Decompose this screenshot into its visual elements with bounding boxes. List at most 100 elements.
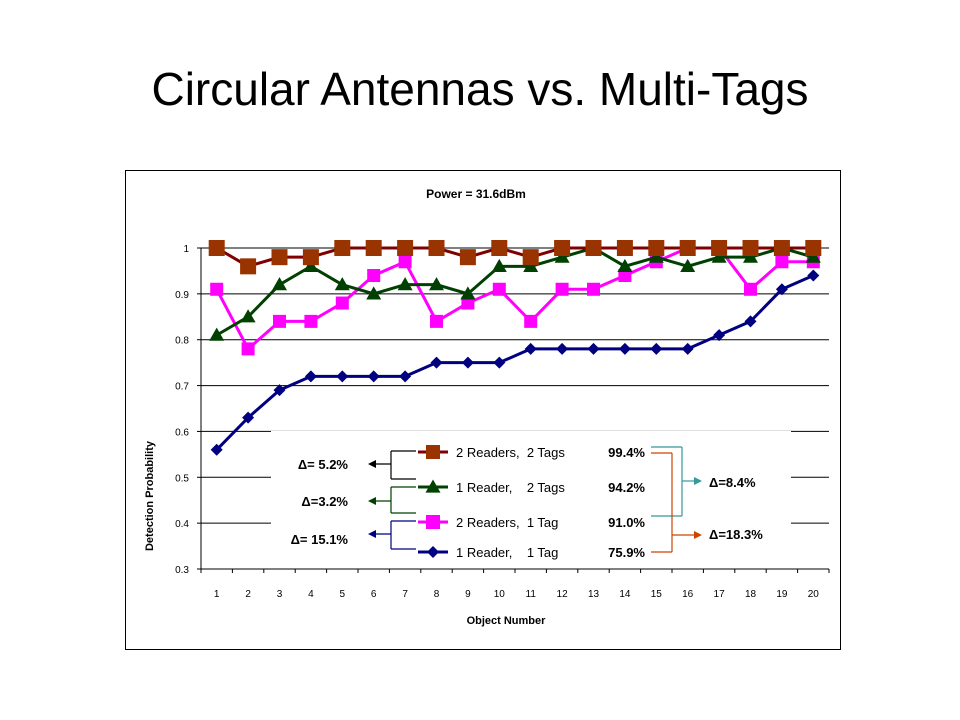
data-point-square xyxy=(428,240,445,256)
data-point-triangle xyxy=(397,277,413,291)
data-point-square xyxy=(461,296,475,310)
data-point-square xyxy=(240,258,257,275)
data-point-triangle xyxy=(240,309,256,323)
y-tick-label: 0.5 xyxy=(175,473,189,484)
x-tick-label: 13 xyxy=(588,589,600,600)
data-point-triangle xyxy=(366,286,382,300)
data-point-square xyxy=(775,255,789,269)
data-point-diamond xyxy=(367,370,380,383)
data-point-square xyxy=(335,296,349,310)
data-point-diamond xyxy=(587,342,600,355)
data-point-triangle xyxy=(425,479,441,493)
data-point-triangle xyxy=(554,249,570,263)
data-point-diamond xyxy=(807,269,820,282)
data-point-square xyxy=(679,240,696,256)
data-point-square xyxy=(302,249,319,266)
delta-annotation-1: Δ= 5.2% xyxy=(298,457,349,472)
chart-title: Power = 31.6dBm xyxy=(426,187,526,201)
x-tick-label: 15 xyxy=(651,589,663,600)
data-point-square xyxy=(742,240,759,256)
data-point-square xyxy=(430,314,443,328)
annotation-brackets xyxy=(271,431,791,566)
legend-percentage: 75.9% xyxy=(608,545,645,560)
data-point-square xyxy=(398,255,412,269)
x-tick-label: 4 xyxy=(308,589,314,600)
x-axis-label: Object Number xyxy=(467,615,547,627)
data-point-diamond xyxy=(744,315,757,328)
x-tick-label: 16 xyxy=(682,589,694,600)
data-point-triangle xyxy=(334,277,350,291)
x-tick-label: 9 xyxy=(465,589,471,600)
data-point-diamond xyxy=(524,342,537,355)
data-point-square xyxy=(273,314,286,328)
data-point-triangle xyxy=(523,258,539,272)
x-tick-label: 11 xyxy=(526,589,537,600)
data-point-diamond xyxy=(493,356,506,369)
data-point-square xyxy=(304,314,318,328)
x-tick-label: 1 xyxy=(214,589,220,600)
data-point-diamond xyxy=(461,356,474,369)
data-point-square xyxy=(426,445,440,459)
x-tick-label: 14 xyxy=(619,589,631,600)
x-tick-label: 7 xyxy=(402,589,408,600)
data-point-diamond xyxy=(618,342,631,355)
data-point-square xyxy=(522,249,539,266)
data-point-square xyxy=(334,240,351,256)
data-point-triangle xyxy=(429,277,444,291)
legend-percentage: 99.4% xyxy=(608,445,645,460)
data-point-square xyxy=(585,240,602,256)
chart-frame: Power = 31.6dBm 0.3 0.4 0.5 0.6 0.7 0.8 0.9 1 1 2… xyxy=(125,170,841,650)
data-point-square xyxy=(744,282,757,296)
data-point-triangle xyxy=(680,258,696,272)
data-point-square xyxy=(711,240,728,256)
data-point-diamond xyxy=(681,342,694,355)
y-tick-label: 0.3 xyxy=(175,565,189,576)
legend-percentage: 91.0% xyxy=(608,515,645,530)
legend-label: 2 Readers, 2 Tags xyxy=(456,445,565,460)
series-line-1 xyxy=(208,240,822,275)
legend-label: 2 Readers, 1 Tag xyxy=(456,515,558,530)
data-point-diamond xyxy=(210,443,223,456)
data-point-square xyxy=(555,282,569,296)
data-point-diamond xyxy=(427,546,439,558)
x-tick-label: 10 xyxy=(494,589,506,600)
x-tick-label: 2 xyxy=(245,589,251,600)
delta-annotation-2: Δ=3.2% xyxy=(301,494,348,509)
series-line-4 xyxy=(210,269,820,456)
data-point-square xyxy=(271,249,288,266)
data-point-square xyxy=(524,314,538,328)
axes: 0.30.40.50.60.70.80.911 2 3 4 5 6 7 8 9 10 11 12 13 1… xyxy=(175,244,830,600)
data-point-square xyxy=(773,240,790,256)
data-point-triangle xyxy=(460,286,476,300)
y-tick-label: 0.4 xyxy=(175,519,189,530)
x-tick-label: 5 xyxy=(340,589,346,600)
series-path xyxy=(215,274,814,451)
data-point-square xyxy=(208,240,225,256)
x-tick-label: 17 xyxy=(714,589,726,600)
data-point-diamond xyxy=(242,411,255,424)
legend-percentage: 94.2% xyxy=(608,480,645,495)
data-point-triangle xyxy=(272,277,287,291)
slide-title: Circular Antennas vs. Multi-Tags xyxy=(151,63,809,115)
data-point-triangle xyxy=(711,249,727,263)
data-point-square xyxy=(554,240,571,256)
data-point-diamond xyxy=(336,370,349,383)
x-tick-label: 18 xyxy=(745,589,757,600)
data-point-diamond xyxy=(430,356,443,369)
data-point-diamond xyxy=(650,342,663,355)
x-tick-label: 8 xyxy=(434,589,440,600)
data-point-square xyxy=(805,240,822,256)
data-point-square xyxy=(210,282,224,296)
data-point-square xyxy=(459,249,476,266)
data-point-square xyxy=(365,240,382,256)
data-point-diamond xyxy=(399,370,412,383)
legend-label: 1 Reader, 2 Tags xyxy=(456,480,565,495)
line-chart: Power = 31.6dBm 0.30.40.50.60.70.80.911 2… xyxy=(144,187,830,627)
data-point-diamond xyxy=(556,342,569,355)
data-point-triangle xyxy=(743,249,758,263)
data-point-triangle xyxy=(617,258,633,272)
data-point-triangle xyxy=(303,258,319,272)
data-point-square xyxy=(648,240,665,256)
x-tick-label: 3 xyxy=(277,589,283,600)
data-point-diamond xyxy=(713,329,726,342)
